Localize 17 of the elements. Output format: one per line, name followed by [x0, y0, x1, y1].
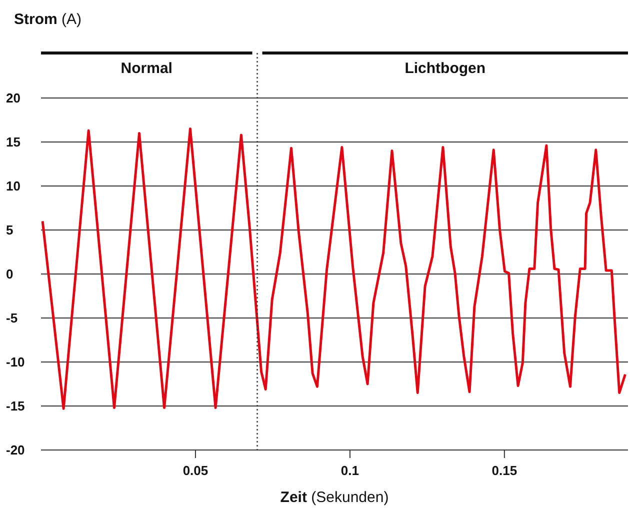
- y-tick-label: 15: [6, 134, 20, 150]
- y-tick-label: -5: [6, 310, 18, 326]
- x-tick-label: 0.15: [492, 463, 518, 478]
- y-tick-label: 10: [6, 178, 20, 194]
- x-axis-title: Zeit (Sekunden): [280, 489, 389, 506]
- text: Lichtbogen: [404, 60, 486, 77]
- y-tick-label: 0: [6, 266, 14, 282]
- y-tick-label: -20: [6, 442, 25, 458]
- y-tick-label: -15: [6, 398, 25, 414]
- x-tick-label: 0.1: [340, 463, 359, 478]
- text: Normal: [120, 60, 172, 77]
- y-tick-label: -10: [6, 354, 25, 370]
- x-tick-label: 0.05: [182, 463, 208, 478]
- y-tick-label: 5: [6, 222, 14, 238]
- y-tick-label: 20: [6, 90, 20, 106]
- y-axis-title: Strom (A): [14, 11, 82, 28]
- line-series: [41, 128, 626, 410]
